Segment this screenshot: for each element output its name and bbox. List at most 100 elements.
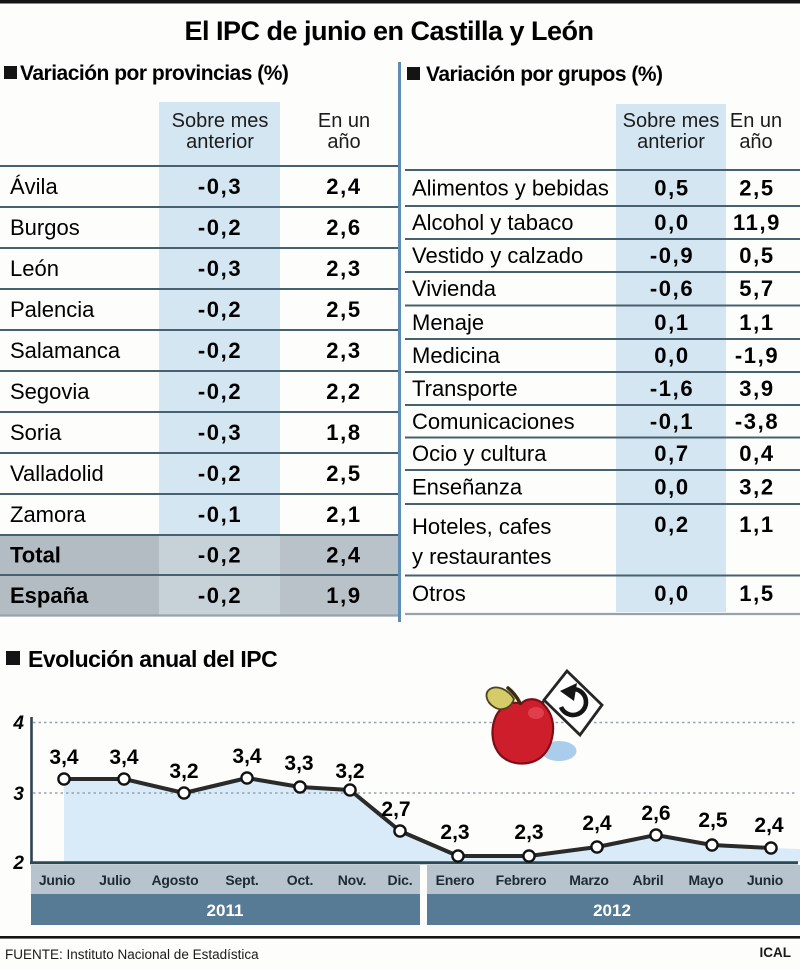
svg-text:3,2: 3,2 bbox=[169, 760, 198, 783]
svg-text:-0,2: -0,2 bbox=[198, 215, 242, 240]
svg-text:Soria: Soria bbox=[10, 420, 62, 445]
svg-text:Marzo: Marzo bbox=[569, 872, 608, 888]
svg-text:Abril: Abril bbox=[633, 872, 664, 888]
svg-text:3,4: 3,4 bbox=[49, 746, 79, 769]
svg-text:Vestido y calzado: Vestido y calzado bbox=[412, 243, 583, 268]
svg-text:1,1: 1,1 bbox=[739, 310, 774, 335]
svg-text:Evolución anual del IPC: Evolución anual del IPC bbox=[28, 646, 277, 672]
svg-text:0,4: 0,4 bbox=[739, 441, 774, 466]
svg-text:-1,9: -1,9 bbox=[735, 343, 779, 368]
svg-text:Variación por provincias (%): Variación por provincias (%) bbox=[20, 62, 288, 85]
svg-text:León: León bbox=[10, 256, 59, 281]
svg-text:2,3: 2,3 bbox=[326, 256, 361, 281]
svg-text:-0,9: -0,9 bbox=[650, 243, 694, 268]
svg-text:1,5: 1,5 bbox=[739, 581, 774, 606]
svg-text:Medicina: Medicina bbox=[412, 343, 501, 368]
svg-text:-0,1: -0,1 bbox=[198, 502, 242, 527]
svg-text:3: 3 bbox=[13, 784, 24, 805]
svg-text:anterior: anterior bbox=[637, 131, 705, 153]
svg-text:2,3: 2,3 bbox=[326, 338, 361, 363]
svg-text:4: 4 bbox=[12, 713, 24, 734]
svg-text:3,2: 3,2 bbox=[739, 475, 774, 500]
svg-text:0,5: 0,5 bbox=[739, 243, 774, 268]
svg-text:2,4: 2,4 bbox=[582, 812, 612, 835]
svg-text:2,3: 2,3 bbox=[440, 821, 469, 844]
svg-text:2,5: 2,5 bbox=[698, 809, 728, 832]
svg-text:-0,6: -0,6 bbox=[650, 276, 694, 301]
svg-text:3,9: 3,9 bbox=[739, 376, 774, 401]
svg-text:2,6: 2,6 bbox=[326, 215, 361, 240]
svg-text:-0,3: -0,3 bbox=[198, 174, 242, 199]
svg-text:2,2: 2,2 bbox=[326, 379, 361, 404]
svg-text:-1,6: -1,6 bbox=[650, 376, 694, 401]
svg-text:0,1: 0,1 bbox=[654, 310, 689, 335]
svg-text:Vivienda: Vivienda bbox=[412, 276, 497, 301]
svg-text:Sobre mes: Sobre mes bbox=[172, 110, 269, 132]
svg-text:En un: En un bbox=[730, 110, 782, 132]
svg-text:3,4: 3,4 bbox=[232, 745, 262, 768]
svg-text:Oct.: Oct. bbox=[287, 872, 313, 888]
svg-text:-3,8: -3,8 bbox=[735, 409, 779, 434]
svg-text:-0,3: -0,3 bbox=[198, 420, 242, 445]
svg-text:Julio: Julio bbox=[99, 872, 131, 888]
svg-text:-0,1: -0,1 bbox=[650, 409, 694, 434]
svg-text:Hoteles, cafes: Hoteles, cafes bbox=[412, 514, 551, 539]
svg-text:Palencia: Palencia bbox=[10, 297, 95, 322]
svg-text:3,2: 3,2 bbox=[335, 760, 364, 783]
svg-text:España: España bbox=[10, 583, 89, 608]
svg-text:1,9: 1,9 bbox=[326, 583, 361, 608]
svg-text:11,9: 11,9 bbox=[733, 210, 781, 235]
svg-text:2,7: 2,7 bbox=[381, 798, 410, 821]
svg-text:Ocio y cultura: Ocio y cultura bbox=[412, 441, 547, 466]
svg-text:Mayo: Mayo bbox=[689, 872, 724, 888]
svg-text:0,0: 0,0 bbox=[654, 475, 689, 500]
svg-text:2,6: 2,6 bbox=[641, 802, 670, 825]
svg-text:2,4: 2,4 bbox=[326, 543, 361, 568]
svg-text:2,4: 2,4 bbox=[326, 174, 361, 199]
svg-text:5,7: 5,7 bbox=[739, 276, 774, 301]
svg-text:-0,2: -0,2 bbox=[198, 543, 242, 568]
svg-text:El IPC de junio en Castilla y: El IPC de junio en Castilla y León bbox=[184, 16, 593, 46]
svg-text:Segovia: Segovia bbox=[10, 379, 90, 404]
svg-text:Sobre mes: Sobre mes bbox=[623, 110, 720, 132]
svg-text:2012: 2012 bbox=[593, 901, 631, 920]
svg-text:Febrero: Febrero bbox=[496, 872, 547, 888]
svg-text:Transporte: Transporte bbox=[412, 376, 518, 401]
svg-text:En un: En un bbox=[318, 110, 370, 132]
svg-text:2,4: 2,4 bbox=[754, 814, 784, 837]
svg-text:Dic.: Dic. bbox=[388, 872, 413, 888]
svg-text:Otros: Otros bbox=[412, 581, 466, 606]
svg-text:0,0: 0,0 bbox=[654, 210, 689, 235]
svg-text:2,1: 2,1 bbox=[326, 502, 361, 527]
svg-text:y restaurantes: y restaurantes bbox=[412, 544, 551, 569]
svg-text:FUENTE: Instituto Nacional de: FUENTE: Instituto Nacional de Estadístic… bbox=[5, 947, 259, 962]
svg-text:2,3: 2,3 bbox=[514, 821, 543, 844]
svg-text:-0,2: -0,2 bbox=[198, 583, 242, 608]
svg-text:Ávila: Ávila bbox=[10, 174, 58, 199]
svg-text:-0,2: -0,2 bbox=[198, 297, 242, 322]
svg-text:Menaje: Menaje bbox=[412, 310, 484, 335]
svg-text:0,0: 0,0 bbox=[654, 343, 689, 368]
svg-text:Sept.: Sept. bbox=[225, 872, 258, 888]
svg-text:0,7: 0,7 bbox=[654, 441, 689, 466]
svg-text:Alimentos y bebidas: Alimentos y bebidas bbox=[412, 176, 609, 201]
svg-text:-0,2: -0,2 bbox=[198, 461, 242, 486]
svg-text:Salamanca: Salamanca bbox=[10, 338, 121, 363]
svg-text:año: año bbox=[327, 131, 360, 153]
svg-text:Total: Total bbox=[10, 543, 61, 568]
svg-text:Variación por grupos (%): Variación por grupos (%) bbox=[426, 63, 663, 86]
svg-text:-0,2: -0,2 bbox=[198, 338, 242, 363]
svg-text:Valladolid: Valladolid bbox=[10, 461, 104, 486]
svg-text:Alcohol y tabaco: Alcohol y tabaco bbox=[412, 210, 573, 235]
svg-text:1,1: 1,1 bbox=[739, 512, 774, 537]
svg-text:-0,3: -0,3 bbox=[198, 256, 242, 281]
svg-text:-0,2: -0,2 bbox=[198, 379, 242, 404]
svg-text:Enseñanza: Enseñanza bbox=[412, 475, 523, 500]
svg-text:Junio: Junio bbox=[39, 872, 75, 888]
svg-text:0,2: 0,2 bbox=[654, 512, 689, 537]
svg-text:2,5: 2,5 bbox=[326, 461, 361, 486]
svg-text:3,3: 3,3 bbox=[284, 752, 313, 775]
svg-text:0,5: 0,5 bbox=[654, 176, 689, 201]
svg-text:año: año bbox=[739, 131, 772, 153]
svg-text:ICAL: ICAL bbox=[760, 945, 792, 960]
